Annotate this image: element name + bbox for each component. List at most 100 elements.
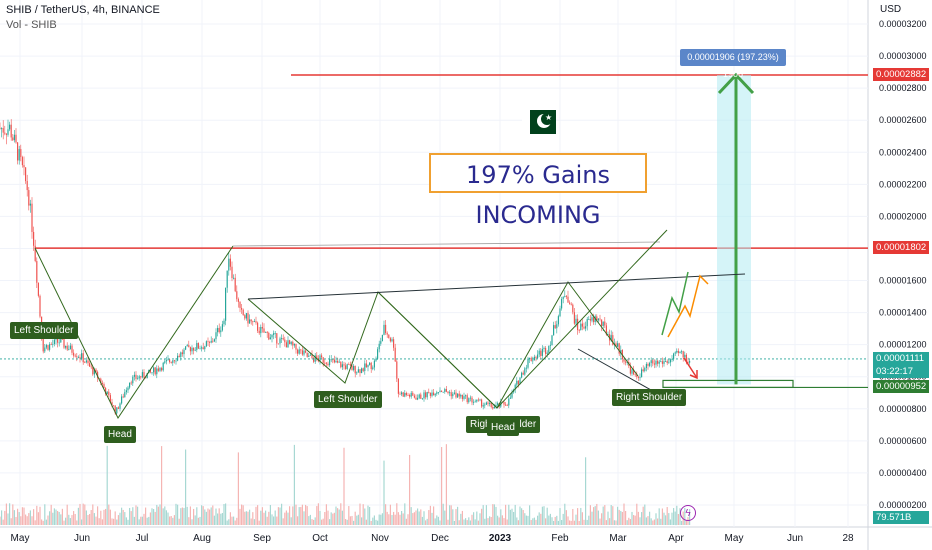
candle-body	[586, 319, 588, 327]
volume-bar	[15, 516, 17, 525]
volume-bar	[221, 512, 223, 525]
volume-bar	[681, 520, 683, 525]
volume-bar	[285, 510, 287, 525]
volume-bar	[167, 512, 169, 525]
volume-bar	[489, 516, 491, 525]
volume-bar	[383, 460, 385, 525]
candle-body	[634, 374, 636, 376]
volume-bar	[618, 509, 620, 525]
volume-bar	[121, 507, 123, 525]
candle-body	[378, 343, 380, 350]
volume-value-badge: 79.571B	[873, 511, 929, 524]
candle-body	[381, 334, 383, 342]
candle-body	[410, 392, 412, 397]
candle-body	[401, 392, 403, 395]
candle-body	[439, 390, 441, 393]
candle-body	[444, 389, 446, 392]
candle-body	[647, 363, 649, 366]
candle-body	[149, 369, 151, 373]
candle-body	[517, 380, 519, 385]
volume-bar	[122, 509, 124, 525]
volume-bar	[92, 504, 94, 525]
candle-body	[325, 362, 327, 364]
forecast-path-orange	[667, 274, 709, 338]
candle-body	[578, 330, 580, 331]
candle-body	[423, 392, 425, 399]
volume-bar	[247, 511, 249, 525]
volume-bar	[36, 505, 38, 525]
candle-body	[689, 360, 691, 363]
volume-bar	[69, 518, 71, 525]
volume-bar	[185, 449, 187, 525]
symbol-title[interactable]: SHIB / TetherUS, 4h, BINANCE	[6, 4, 160, 16]
candle-body	[245, 313, 247, 319]
candle-body	[0, 128, 1, 130]
volume-bar	[73, 511, 75, 525]
pattern-label-head-1[interactable]: Head	[104, 426, 136, 443]
volume-bar	[505, 504, 507, 525]
volume-bar	[404, 503, 406, 525]
volume-bar	[471, 514, 473, 525]
candle-body	[377, 349, 379, 359]
candle-body	[42, 337, 44, 352]
pattern-label-left-shoulder-2[interactable]: Left Shoulder	[314, 391, 382, 408]
volume-bar	[663, 512, 665, 525]
volume-bar	[425, 520, 427, 525]
volume-bar	[441, 447, 443, 525]
candle-body	[81, 353, 83, 359]
candle-body	[303, 350, 305, 355]
volume-bar	[341, 510, 343, 525]
volume-bar	[447, 519, 449, 525]
pattern-label-head-2[interactable]: Head	[487, 419, 519, 436]
volume-bar	[629, 519, 631, 525]
volume-bar	[39, 506, 41, 525]
candle-body	[15, 134, 17, 143]
candle-body	[658, 361, 660, 364]
volume-bar	[463, 519, 465, 525]
volume-bar	[322, 518, 324, 525]
candle-body	[644, 367, 646, 371]
candle-body	[130, 382, 132, 384]
volume-bar	[685, 520, 687, 525]
candle-body	[333, 359, 335, 363]
candle-body	[329, 359, 331, 366]
volume-bar	[519, 506, 521, 525]
x-tick-label: Nov	[371, 533, 389, 544]
candle-body	[300, 349, 302, 351]
volume-bar	[423, 511, 425, 525]
candle-body	[105, 388, 107, 395]
candle-body	[623, 359, 625, 362]
volume-bar	[50, 504, 52, 525]
headline-annotation[interactable]: 197% Gains INCOMING	[429, 153, 647, 229]
support-price-badge: 0.00000952	[873, 380, 929, 393]
measure-label[interactable]: 0.00001906 (197.23%) 1906	[680, 49, 786, 79]
candle-body	[17, 142, 19, 161]
candle-body	[141, 372, 143, 378]
volume-bar	[124, 512, 126, 525]
candle-body	[449, 392, 451, 394]
volume-bar	[308, 516, 310, 525]
lightning-icon[interactable]: ϟ	[680, 505, 696, 521]
pattern-label-left-shoulder-1[interactable]: Left Shoulder	[10, 322, 78, 339]
volume-bar	[23, 507, 25, 525]
candle-body	[530, 357, 532, 362]
target-zone	[717, 74, 751, 385]
volume-bar	[354, 511, 356, 525]
candle-body	[330, 359, 332, 361]
y-tick-label: 0.00000600	[879, 436, 927, 446]
candle-body	[282, 338, 284, 340]
forecast-path-red	[683, 357, 698, 379]
volume-bar	[362, 504, 364, 525]
candle-body	[637, 376, 639, 378]
candle-body	[682, 351, 684, 358]
y-tick-label: 0.00002800	[879, 83, 927, 93]
candle-body	[36, 261, 38, 283]
volume-bar	[652, 520, 654, 525]
volume-indicator-label[interactable]: Vol - SHIB	[6, 19, 57, 31]
pattern-label-right-shoulder-2[interactable]: Right Shoulder	[612, 389, 687, 406]
candle-body	[284, 339, 286, 343]
volume-bar	[297, 516, 299, 525]
volume-bar	[412, 513, 414, 525]
volume-bar	[293, 444, 295, 525]
